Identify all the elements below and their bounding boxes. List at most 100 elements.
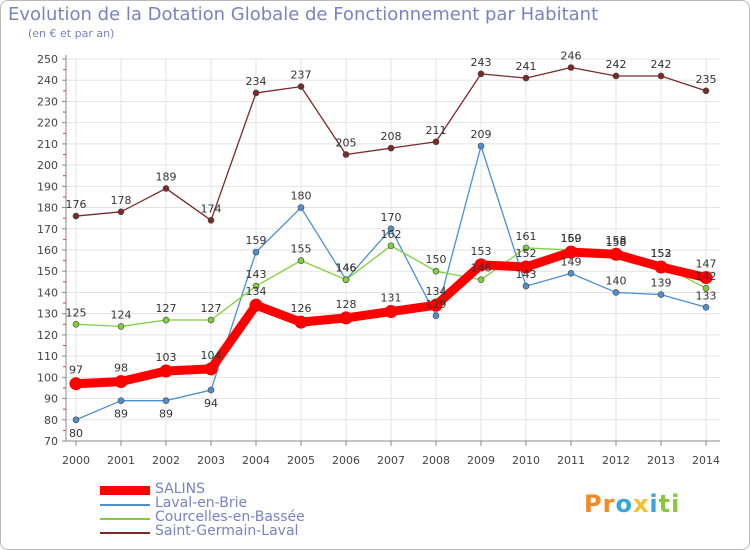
data-label-salins: 104 bbox=[201, 349, 222, 362]
y-tick-label: 120 bbox=[37, 329, 58, 342]
data-label-saint-germain-laval: 176 bbox=[66, 198, 87, 211]
data-label-saint-germain-laval: 189 bbox=[156, 170, 177, 183]
point-salins bbox=[474, 258, 488, 272]
y-tick-label: 80 bbox=[44, 414, 58, 427]
point-saint-germain-laval bbox=[522, 74, 530, 82]
x-tick-label: 2009 bbox=[467, 454, 495, 467]
x-tick-label: 2000 bbox=[62, 454, 90, 467]
point-laval-en-brie bbox=[612, 289, 620, 296]
point-laval-en-brie bbox=[387, 225, 395, 233]
point-saint-germain-laval bbox=[207, 216, 215, 224]
point-saint-germain-laval bbox=[612, 72, 620, 80]
legend-label: Saint-Germain-Laval bbox=[155, 523, 299, 539]
x-tick-label: 2001 bbox=[107, 454, 135, 467]
point-laval-en-brie bbox=[702, 303, 710, 311]
y-tick-label: 90 bbox=[44, 393, 58, 406]
point-saint-germain-laval bbox=[567, 64, 575, 71]
legend-item-laval-en-brie: Laval-en-Brie bbox=[100, 495, 360, 512]
point-courcelles-en-bassee bbox=[342, 276, 350, 284]
point-salins bbox=[249, 298, 263, 312]
point-laval-en-brie bbox=[207, 386, 215, 394]
data-label-salins: 98 bbox=[114, 362, 128, 375]
point-courcelles-en-bassee bbox=[72, 320, 80, 328]
data-label-salins: 152 bbox=[651, 247, 672, 260]
data-label-salins: 126 bbox=[291, 302, 312, 315]
data-label-laval-en-brie: 80 bbox=[69, 427, 83, 440]
point-laval-en-brie bbox=[432, 312, 440, 320]
point-laval-en-brie bbox=[162, 397, 170, 404]
point-salins bbox=[564, 245, 578, 259]
data-label-saint-germain-laval: 235 bbox=[696, 73, 717, 86]
data-label-saint-germain-laval: 178 bbox=[111, 194, 132, 207]
data-label-salins: 128 bbox=[336, 298, 357, 311]
point-salins bbox=[294, 315, 308, 329]
data-label-courcelles-en-bassee: 142 bbox=[696, 270, 717, 283]
legend-item-courcelles-en-bassee: Courcelles-en-Bassée bbox=[100, 509, 360, 526]
data-label-courcelles-en-bassee: 161 bbox=[516, 230, 537, 243]
data-label-courcelles-en-bassee: 127 bbox=[156, 302, 177, 315]
data-label-laval-en-brie: 94 bbox=[204, 397, 218, 410]
y-tick-label: 230 bbox=[37, 95, 58, 108]
x-tick-label: 2010 bbox=[512, 454, 540, 467]
legend-swatch bbox=[100, 486, 150, 495]
logo-letter: t bbox=[658, 490, 672, 518]
data-label-courcelles-en-bassee: 162 bbox=[381, 228, 402, 241]
x-tick-label: 2014 bbox=[692, 454, 720, 467]
point-courcelles-en-bassee bbox=[477, 276, 485, 284]
point-saint-germain-laval bbox=[117, 208, 125, 216]
legend-swatch bbox=[100, 532, 150, 534]
data-labels: 176 178 189 174 234 237 205 208 211 243 241 246 242 2… bbox=[66, 49, 717, 439]
point-salins bbox=[69, 377, 83, 391]
data-label-saint-germain-laval: 211 bbox=[426, 124, 447, 137]
data-label-saint-germain-laval: 174 bbox=[201, 202, 222, 215]
data-label-saint-germain-laval: 237 bbox=[291, 69, 312, 82]
point-salins bbox=[699, 271, 713, 285]
legend-label: Courcelles-en-Bassée bbox=[155, 509, 305, 525]
point-laval-en-brie bbox=[657, 291, 665, 298]
data-label-salins: 134 bbox=[426, 285, 447, 298]
point-courcelles-en-bassee bbox=[162, 316, 170, 324]
data-label-laval-en-brie: 180 bbox=[291, 190, 312, 203]
point-laval-en-brie bbox=[477, 142, 485, 150]
data-label-courcelles-en-bassee: 155 bbox=[291, 243, 312, 256]
y-tick-label: 150 bbox=[37, 265, 58, 278]
data-label-saint-germain-laval: 205 bbox=[336, 137, 357, 150]
data-label-saint-germain-laval: 243 bbox=[471, 56, 492, 69]
data-label-laval-en-brie: 140 bbox=[606, 274, 627, 287]
y-tick-label: 180 bbox=[37, 202, 58, 215]
data-label-courcelles-en-bassee: 127 bbox=[201, 302, 222, 315]
legend-label: SALINS bbox=[155, 481, 206, 497]
point-salins bbox=[519, 260, 533, 274]
point-courcelles-en-bassee bbox=[252, 282, 260, 290]
data-label-saint-germain-laval: 242 bbox=[651, 58, 672, 71]
data-label-salins: 152 bbox=[516, 247, 537, 260]
point-saint-germain-laval bbox=[72, 212, 80, 220]
data-label-courcelles-en-bassee: 124 bbox=[111, 308, 132, 321]
x-tick-label: 2012 bbox=[602, 454, 630, 467]
data-label-laval-en-brie: 139 bbox=[651, 277, 672, 290]
y-tick-label: 220 bbox=[37, 117, 58, 130]
data-label-salins: 158 bbox=[606, 234, 627, 247]
x-tick-label: 2004 bbox=[242, 454, 270, 467]
logo-letter: x bbox=[632, 490, 650, 518]
data-label-salins: 131 bbox=[381, 292, 402, 305]
point-laval-en-brie bbox=[567, 270, 575, 277]
point-saint-germain-laval bbox=[342, 151, 350, 158]
logo-letter: i bbox=[649, 490, 659, 518]
data-label-laval-en-brie: 146 bbox=[336, 262, 357, 275]
data-label-courcelles-en-bassee: 143 bbox=[246, 268, 267, 281]
x-tick-label: 2007 bbox=[377, 454, 405, 467]
point-courcelles-en-bassee bbox=[432, 267, 440, 275]
grid bbox=[66, 58, 720, 442]
y-tick-label: 140 bbox=[37, 286, 58, 299]
data-label-salins: 97 bbox=[69, 364, 83, 377]
data-label-laval-en-brie: 170 bbox=[381, 211, 402, 224]
axes: 7080901001101201301401501601701801902002… bbox=[37, 53, 720, 467]
x-tick-label: 2006 bbox=[332, 454, 360, 467]
data-label-courcelles-en-bassee: 146 bbox=[336, 262, 357, 275]
y-tick-label: 170 bbox=[37, 223, 58, 236]
line-chart: 7080901001101201301401501601701801902002… bbox=[37, 49, 720, 467]
data-label-laval-en-brie: 89 bbox=[159, 408, 173, 421]
data-label-laval-en-brie: 89 bbox=[114, 408, 128, 421]
